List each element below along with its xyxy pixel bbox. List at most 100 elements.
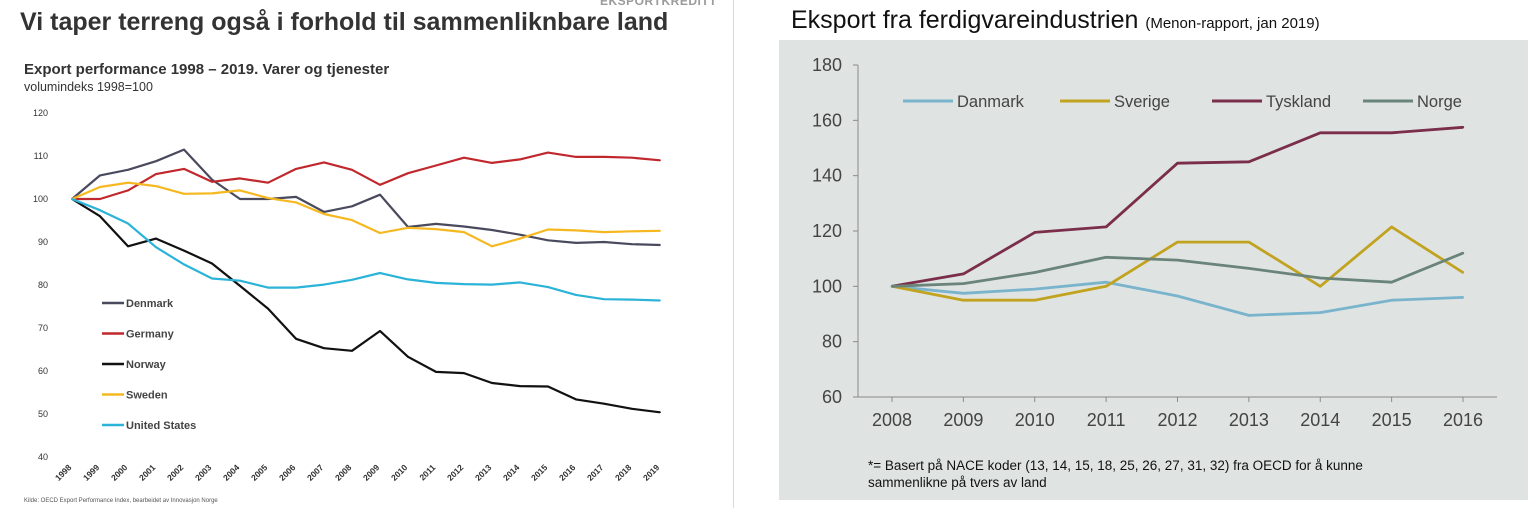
brand-logo-fragment: EKSPORTKREDITT [600,0,718,8]
data-point-norway-2012 [463,372,465,375]
data-point-danmark-2009 [962,292,965,295]
x-tick-label-2008: 2008 [872,410,912,430]
data-point-norway-2003 [211,262,213,265]
data-point-norway-1999 [99,215,101,218]
data-point-sweden-1999 [99,186,101,188]
data-point-germany-2010 [407,172,409,175]
data-point-sweden-2012 [463,231,465,234]
data-point-germany-2001 [155,173,157,175]
left-source-note: Kilde: OECD Export Performance Index, be… [24,498,218,504]
data-point-germany-2005 [267,181,269,184]
data-point-denmark-2002 [183,148,185,151]
data-point-sverige-2011 [1104,285,1108,288]
data-point-united-states-2019 [659,299,661,302]
data-point-germany-2003 [211,180,213,183]
right-page-title: Eksport fra ferdigvareindustrien (Menon-… [791,6,1320,35]
data-point-sverige-2012 [1176,240,1179,244]
data-point-sverige-2015 [1390,225,1393,229]
data-point-denmark-2016 [575,241,577,244]
y-tick-label-60: 60 [822,387,842,407]
data-point-tyskland-2009 [962,272,965,276]
data-point-danmark-2015 [1390,298,1393,302]
data-point-germany-2013 [491,161,493,164]
data-point-sverige-2016 [1461,271,1465,274]
series-line-denmark [71,148,661,247]
data-point-denmark-2007 [323,211,325,213]
legend-label-sweden: Sweden [126,390,168,402]
data-point-tyskland-2016 [1461,126,1465,129]
data-point-united-states-2001 [155,246,157,249]
data-point-norge-2013 [1247,267,1251,270]
legend-label-danmark: Danmark [957,93,1025,111]
legend-label-tyskland: Tyskland [1266,93,1331,111]
data-point-sweden-2008 [351,219,353,221]
series-line-norway [71,198,661,414]
data-point-sverige-2013 [1247,240,1251,244]
data-point-norge-2012 [1176,258,1179,262]
y-tick-label-140: 140 [812,166,842,186]
data-point-united-states-2018 [631,298,633,301]
data-point-norway-2016 [575,398,577,401]
x-tick-label-2009: 2009 [943,410,983,430]
data-point-germany-1999 [99,198,101,200]
data-point-germany-2014 [519,158,521,161]
data-point-sweden-2007 [323,213,325,215]
data-point-united-states-1998 [71,198,73,200]
data-point-sweden-2014 [519,237,521,240]
data-point-norway-2000 [127,245,129,248]
y-tick-label-60: 60 [38,366,48,376]
data-point-united-states-2004 [239,279,241,282]
data-point-norge-2008 [890,285,894,288]
data-point-germany-2019 [659,159,661,162]
data-point-sweden-2001 [155,185,157,188]
data-point-tyskland-2013 [1247,160,1251,164]
data-point-norge-2016 [1461,251,1465,255]
data-point-united-states-2012 [463,283,465,286]
y-tick-label-80: 80 [38,280,48,290]
data-point-norway-2009 [379,330,381,332]
data-point-norge-2009 [962,282,965,285]
data-point-sweden-2016 [575,229,577,232]
data-point-united-states-2014 [519,281,521,284]
data-point-germany-2007 [323,161,325,164]
data-point-sweden-2006 [295,201,297,204]
y-tick-label-80: 80 [822,332,842,352]
data-point-sweden-2003 [211,192,213,195]
data-point-danmark-2010 [1033,287,1036,291]
footnote-line-1: *= Basert på NACE koder (13, 14, 15, 18,… [868,458,1363,473]
data-point-germany-2017 [603,155,605,158]
x-tick-label-2010: 2010 [1015,410,1055,430]
legend-label-norway: Norway [126,359,167,371]
data-point-united-states-2013 [491,283,493,286]
data-point-norway-2004 [239,284,241,287]
data-point-danmark-2016 [1461,296,1465,299]
y-tick-label-180: 180 [812,55,842,75]
data-point-germany-2009 [379,183,381,186]
data-point-denmark-2013 [491,229,493,231]
data-point-germany-2002 [183,168,185,170]
data-point-denmark-1999 [99,174,101,177]
data-point-sweden-2011 [435,228,437,231]
y-tick-label-40: 40 [38,452,48,462]
data-point-denmark-2004 [239,198,241,200]
data-point-sweden-2017 [603,231,605,234]
data-point-sverige-2014 [1319,285,1322,288]
y-tick-label-90: 90 [38,237,48,247]
data-point-united-states-2010 [407,278,409,281]
data-point-denmark-2001 [155,160,157,163]
data-point-germany-2000 [127,189,129,192]
data-point-sweden-2009 [379,232,381,234]
data-point-danmark-2013 [1247,314,1251,317]
data-point-sweden-2002 [183,192,185,195]
data-point-united-states-2015 [547,286,549,289]
left-page-title: Vi taper terreng også i forhold til samm… [20,8,669,36]
data-point-tyskland-2011 [1104,225,1108,229]
data-point-norway-2013 [491,382,493,384]
data-point-norway-2001 [155,237,157,240]
data-point-germany-2016 [575,155,577,158]
data-point-denmark-2003 [211,178,213,181]
data-point-norway-2015 [547,385,549,388]
data-point-united-states-2009 [379,272,381,274]
data-point-denmark-2015 [547,239,549,242]
